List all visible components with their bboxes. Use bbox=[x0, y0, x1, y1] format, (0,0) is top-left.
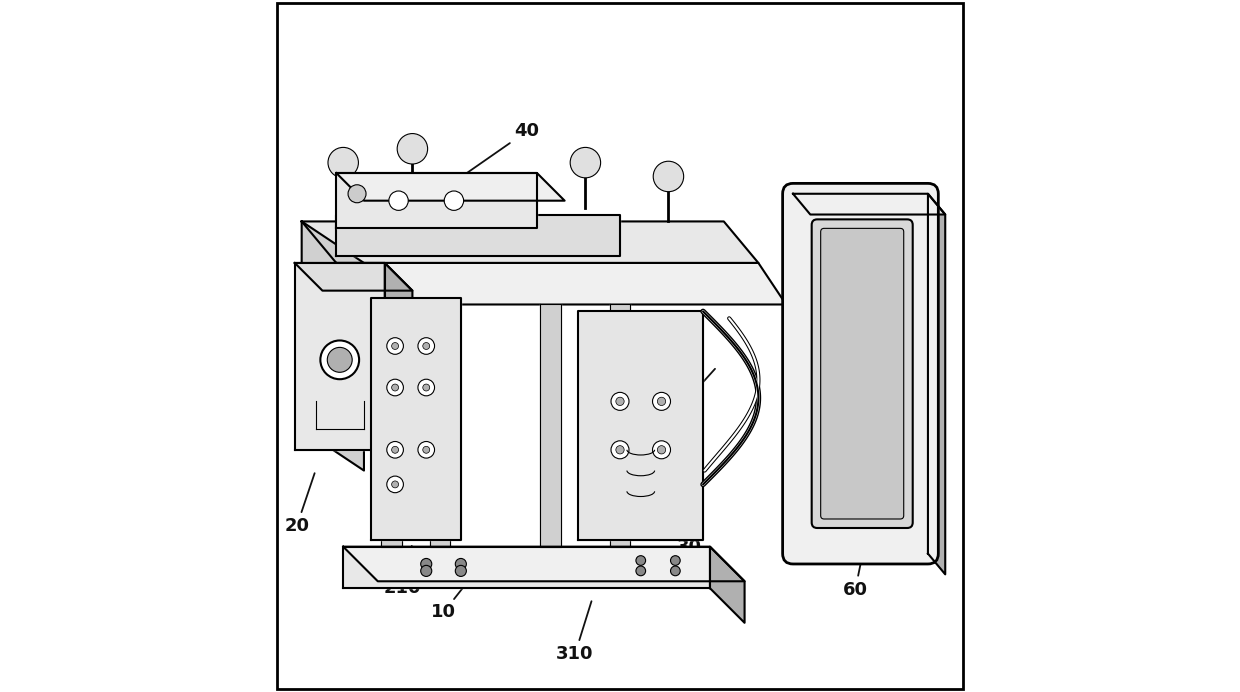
Polygon shape bbox=[301, 221, 759, 263]
Circle shape bbox=[397, 134, 428, 164]
Circle shape bbox=[616, 446, 624, 454]
Polygon shape bbox=[384, 263, 413, 477]
Polygon shape bbox=[301, 221, 365, 471]
Polygon shape bbox=[579, 311, 703, 540]
Circle shape bbox=[653, 161, 683, 192]
Circle shape bbox=[392, 384, 398, 391]
Circle shape bbox=[455, 565, 466, 576]
Polygon shape bbox=[928, 194, 945, 574]
Circle shape bbox=[389, 191, 408, 210]
Circle shape bbox=[387, 441, 403, 458]
Circle shape bbox=[657, 446, 666, 454]
Circle shape bbox=[652, 441, 671, 459]
Circle shape bbox=[570, 147, 600, 178]
Polygon shape bbox=[343, 547, 711, 588]
Text: 40: 40 bbox=[449, 122, 539, 185]
Text: 30: 30 bbox=[663, 504, 702, 556]
Circle shape bbox=[444, 191, 464, 210]
Text: 310: 310 bbox=[557, 601, 594, 663]
Circle shape bbox=[423, 446, 430, 453]
Circle shape bbox=[636, 556, 646, 565]
Circle shape bbox=[327, 347, 352, 372]
Circle shape bbox=[671, 566, 681, 576]
Circle shape bbox=[392, 343, 398, 349]
Polygon shape bbox=[610, 304, 630, 547]
FancyBboxPatch shape bbox=[812, 219, 913, 528]
Polygon shape bbox=[430, 304, 450, 547]
Circle shape bbox=[387, 476, 403, 493]
Circle shape bbox=[423, 343, 430, 349]
Circle shape bbox=[636, 566, 646, 576]
Text: 210: 210 bbox=[383, 546, 420, 597]
Polygon shape bbox=[336, 173, 564, 201]
Polygon shape bbox=[541, 304, 562, 547]
Polygon shape bbox=[371, 298, 461, 540]
Circle shape bbox=[387, 338, 403, 354]
Circle shape bbox=[418, 379, 434, 396]
Polygon shape bbox=[343, 547, 744, 581]
Circle shape bbox=[392, 446, 398, 453]
Circle shape bbox=[652, 392, 671, 410]
Text: 50: 50 bbox=[673, 369, 715, 410]
Polygon shape bbox=[336, 215, 620, 256]
FancyBboxPatch shape bbox=[782, 183, 939, 564]
Circle shape bbox=[616, 397, 624, 406]
Circle shape bbox=[418, 441, 434, 458]
Polygon shape bbox=[381, 304, 402, 547]
Circle shape bbox=[420, 565, 432, 576]
Polygon shape bbox=[336, 173, 537, 228]
Circle shape bbox=[420, 558, 432, 570]
Polygon shape bbox=[794, 194, 945, 215]
Circle shape bbox=[327, 147, 358, 178]
FancyBboxPatch shape bbox=[821, 228, 904, 519]
Polygon shape bbox=[336, 263, 786, 304]
Polygon shape bbox=[295, 263, 384, 450]
Text: 20: 20 bbox=[284, 473, 315, 535]
Circle shape bbox=[671, 556, 681, 565]
Circle shape bbox=[455, 558, 466, 570]
Circle shape bbox=[423, 384, 430, 391]
Circle shape bbox=[348, 185, 366, 203]
Circle shape bbox=[418, 338, 434, 354]
Circle shape bbox=[611, 441, 629, 459]
Circle shape bbox=[320, 340, 360, 379]
Circle shape bbox=[392, 481, 398, 488]
Polygon shape bbox=[711, 547, 744, 623]
Circle shape bbox=[387, 379, 403, 396]
Text: 10: 10 bbox=[432, 566, 480, 621]
Circle shape bbox=[657, 397, 666, 406]
Text: 60: 60 bbox=[843, 525, 868, 599]
Circle shape bbox=[611, 392, 629, 410]
Polygon shape bbox=[295, 263, 413, 291]
